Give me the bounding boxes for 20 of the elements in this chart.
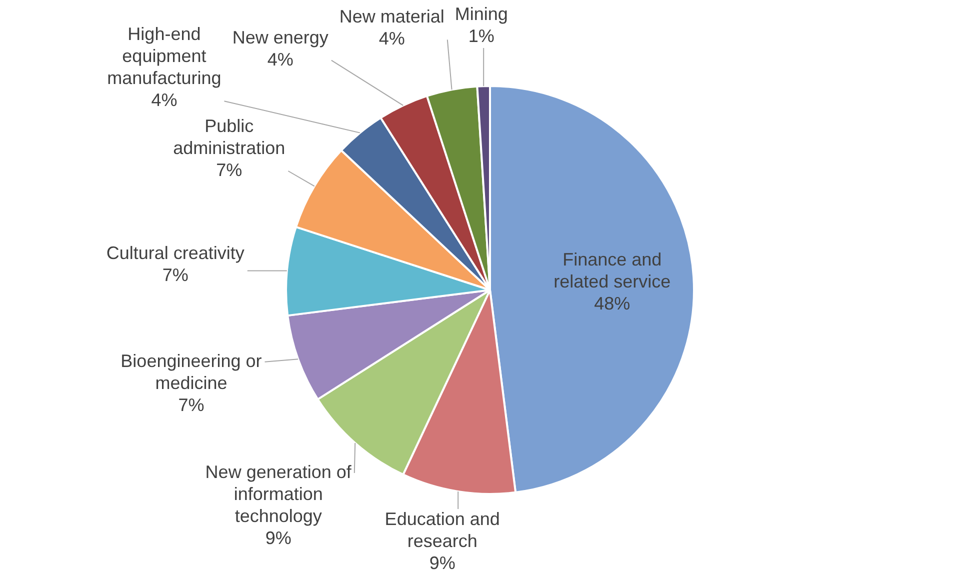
slice-label: Finance and related service <box>554 249 671 292</box>
data-label: 7% <box>178 394 204 415</box>
slice-label: Public administration <box>173 116 286 158</box>
slice-label: Education and research <box>384 508 500 551</box>
slice-label: New material <box>339 6 444 27</box>
data-label: 48% <box>594 293 630 314</box>
slice-label: Bioengineering or medicine <box>120 350 262 393</box>
slice-label: Cultural creativity <box>106 242 244 263</box>
data-label: 4% <box>267 49 294 70</box>
slice-label: Mining <box>454 4 508 24</box>
data-label: 7% <box>216 160 242 180</box>
slice-label: New generation of information technology <box>205 462 352 526</box>
slice-label: New energy <box>232 27 328 48</box>
data-label: 1% <box>468 26 494 46</box>
data-label: 7% <box>162 264 188 285</box>
slice-label: High-end equipment manufacturing <box>107 24 222 88</box>
data-label: 4% <box>151 90 178 110</box>
data-label: 9% <box>429 552 456 573</box>
data-label: 4% <box>378 28 405 49</box>
data-label: 9% <box>265 528 292 548</box>
